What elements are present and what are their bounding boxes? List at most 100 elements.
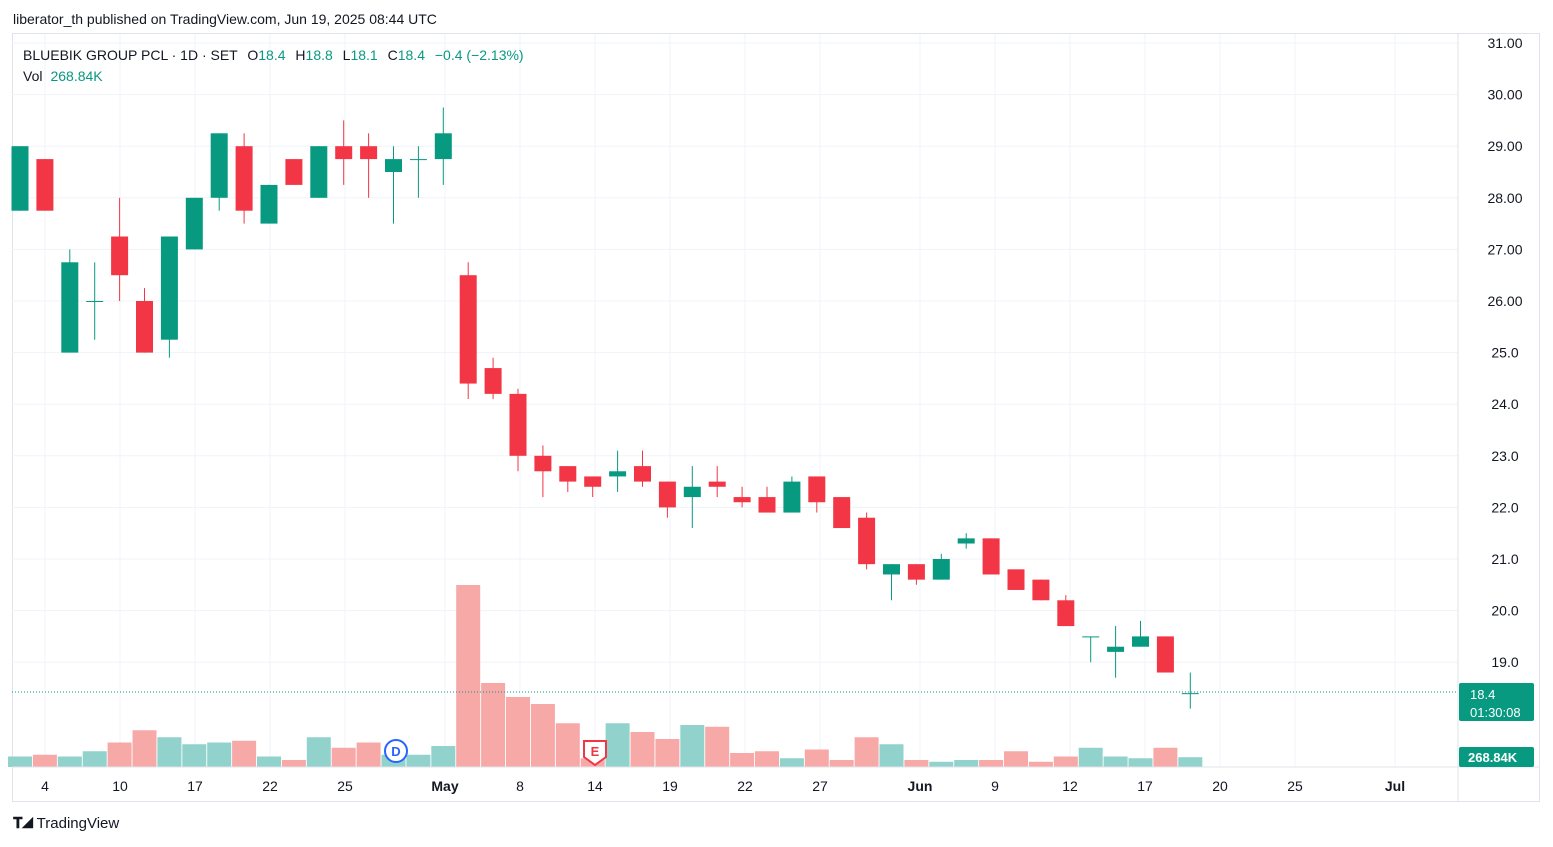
volume-bar	[1078, 747, 1103, 767]
grid-lines	[12, 34, 1458, 767]
y-tick-label: 27.00	[1487, 241, 1522, 257]
candle-body	[534, 455, 552, 472]
volume-tag: 268.84K	[1459, 747, 1534, 767]
x-tick-label: 14	[587, 778, 603, 794]
volume-bar	[1103, 756, 1128, 767]
x-tick-label: 17	[1137, 778, 1153, 794]
open-label: O	[247, 47, 259, 63]
volume-bar	[331, 747, 356, 767]
volume-bar	[182, 744, 207, 767]
candle-body	[758, 497, 776, 513]
y-tick-label: 29.00	[1487, 138, 1522, 154]
candle-body	[434, 133, 452, 160]
volume-bar	[630, 732, 655, 767]
time-axis: 4 10 17 22 25 May 8 14 19 22 27 Jun 9 12 17 20 25 Jul	[12, 766, 1540, 794]
volume-bar	[506, 697, 530, 767]
x-tick-label: 8	[516, 778, 524, 794]
volume-value: 268.84K	[50, 68, 103, 84]
candle-body	[1181, 693, 1199, 695]
volume-bar	[829, 760, 854, 767]
candle-body	[559, 466, 577, 482]
y-tick-label: 30.00	[1487, 87, 1522, 103]
earnings-marker-label: E	[591, 744, 600, 759]
x-tick-label: 22	[262, 778, 278, 794]
volume-label: Vol	[23, 68, 43, 84]
y-tick-label: 19.0	[1491, 654, 1518, 670]
volume-bar	[481, 683, 506, 767]
candle-body	[484, 368, 502, 394]
symbol-name: BLUEBIK GROUP PCL · 1D · SET	[23, 47, 238, 63]
x-tick-label: Jun	[908, 778, 933, 794]
candle-body	[1156, 636, 1174, 673]
volume-bar	[32, 754, 57, 767]
candle-body	[1107, 646, 1125, 652]
candle-body	[111, 236, 129, 276]
volume-bar	[779, 758, 804, 767]
candle-body	[210, 133, 228, 198]
footer-brand[interactable]: 𝐓◢ TradingView	[13, 815, 119, 832]
open-value: 18.4	[258, 47, 286, 63]
candle-body	[932, 559, 950, 580]
candle-body	[509, 393, 527, 456]
volume-bar	[879, 744, 904, 767]
candle-body	[808, 476, 826, 503]
candle-body	[907, 564, 925, 580]
candle-body	[160, 236, 178, 340]
y-tick-label: 20.0	[1491, 603, 1518, 619]
y-tick-label: 28.00	[1487, 190, 1522, 206]
x-tick-label: 25	[337, 778, 353, 794]
volume-bar	[929, 761, 954, 767]
volume-bar	[730, 753, 755, 767]
price-axis: 31.00 30.00 29.00 28.00 27.00 26.00 25.0 24.0 23…	[1457, 34, 1523, 802]
volume-bar	[904, 760, 929, 767]
volume-bar	[232, 740, 257, 767]
volume-bar	[555, 723, 580, 767]
candle-body	[11, 146, 29, 211]
candle-body	[385, 159, 402, 172]
y-tick-label: 25.0	[1491, 345, 1518, 361]
earnings-marker	[583, 740, 607, 767]
x-tick-label: 20	[1212, 778, 1228, 794]
chart-legend: BLUEBIK GROUP PCL · 1D · SET O18.4 H18.8…	[23, 45, 524, 87]
y-tick-label: 31.00	[1487, 35, 1522, 51]
volume-bar	[306, 737, 331, 767]
y-tick-label: 24.0	[1491, 396, 1518, 412]
candle-body	[360, 146, 378, 160]
candle-body	[733, 497, 751, 503]
chart-frame[interactable]	[12, 33, 1540, 802]
candles	[11, 107, 1199, 709]
candle-body	[61, 262, 79, 353]
volume-bar	[82, 751, 107, 767]
volume-bar	[456, 585, 481, 767]
volume-bar	[132, 730, 157, 767]
volume-bar	[8, 756, 32, 767]
x-tick-label: 22	[737, 778, 753, 794]
volume-bar	[755, 751, 779, 767]
candle-body	[1082, 636, 1100, 638]
candle-body	[335, 146, 353, 160]
volume-bar	[530, 704, 555, 767]
dividend-marker	[384, 739, 408, 763]
candle-body	[708, 481, 726, 487]
low-value: 18.1	[350, 47, 378, 63]
publisher-line: liberator_th published on TradingView.co…	[13, 11, 437, 27]
close-value: 18.4	[397, 47, 425, 63]
volume-bar	[406, 754, 431, 767]
change-value: −0.4 (−2.13%)	[434, 47, 524, 63]
legend-ohlc-row: BLUEBIK GROUP PCL · 1D · SET O18.4 H18.8…	[23, 45, 524, 66]
volume-bar	[680, 725, 705, 767]
footer-brand-label: TradingView	[36, 815, 120, 832]
candle-body	[260, 184, 278, 224]
volume-bar	[1153, 747, 1178, 767]
volume-bar	[107, 742, 132, 767]
x-tick-label: 4	[41, 778, 49, 794]
x-tick-label: 9	[991, 778, 999, 794]
candle-body	[982, 538, 1000, 575]
low-label: L	[342, 47, 351, 63]
volume-bar	[954, 760, 979, 767]
candle-body	[783, 481, 801, 513]
x-tick-label: 27	[812, 778, 828, 794]
y-tick-label: 22.0	[1491, 499, 1518, 515]
